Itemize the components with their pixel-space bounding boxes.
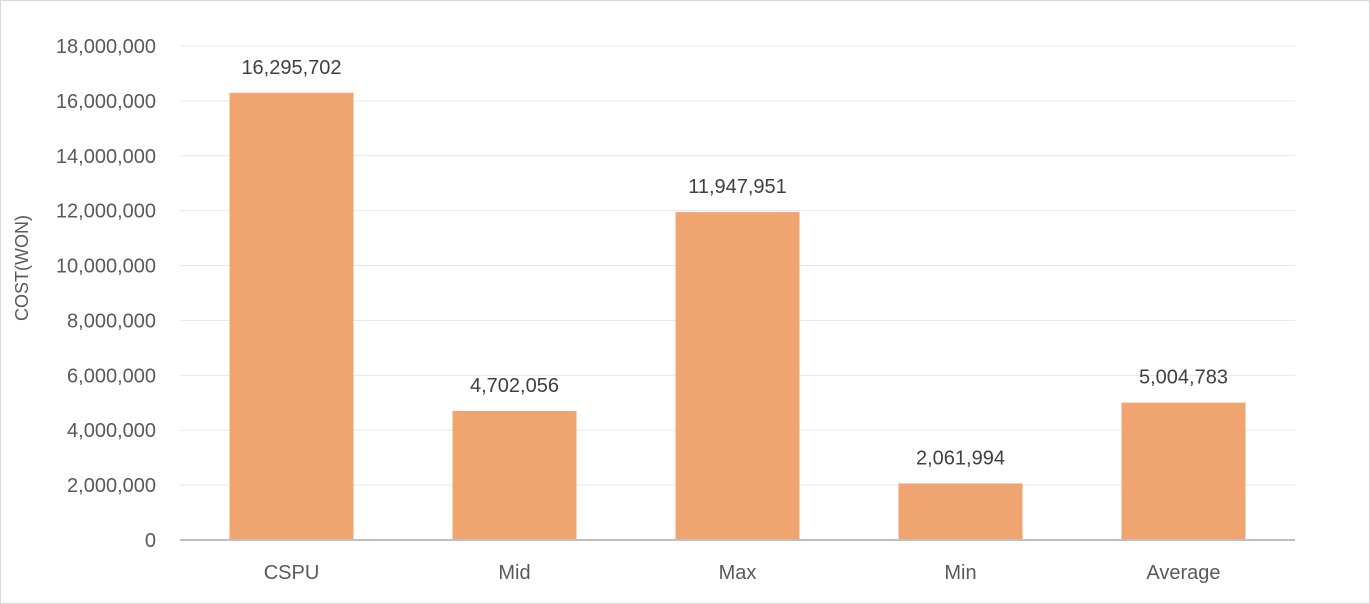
data-label: 4,702,056 [470,375,559,397]
bar-max [675,212,800,540]
x-tick-label: CSPU [264,562,320,584]
y-tick-label: 14,000,000 [56,146,156,168]
x-tick-label: Mid [498,562,530,584]
x-tick-label: Min [944,562,976,584]
bars [229,92,1246,541]
y-axis-label: COST(WON) [12,215,32,321]
y-tick-label: 8,000,000 [67,310,156,332]
y-tick-labels: 0 2,000,000 4,000,000 6,000,000 8,000,000 10,… [56,36,156,552]
bar-average [1121,402,1246,540]
bar-mid [452,410,577,540]
y-tick-label: 16,000,000 [56,91,156,113]
data-labels: 16,295,702 4,702,056 11,947,951 2,061,994 5,… [241,57,1228,470]
y-tick-label: 2,000,000 [67,475,156,497]
y-tick-label: 6,000,000 [67,365,156,387]
data-label: 5,004,783 [1139,367,1228,389]
bar-min [898,483,1023,540]
y-tick-label: 0 [145,530,156,552]
x-tick-labels: CSPU Mid Max Min Average [264,562,1221,584]
data-label: 16,295,702 [241,57,341,79]
y-tick-label: 10,000,000 [56,256,156,278]
y-tick-label: 12,000,000 [56,201,156,223]
x-tick-label: Average [1146,562,1220,584]
y-tick-label: 18,000,000 [56,36,156,58]
data-label: 2,061,994 [916,447,1005,469]
x-tick-label: Max [719,562,757,584]
gridlines [180,45,1295,486]
y-tick-label: 4,000,000 [67,420,156,442]
data-label: 11,947,951 [688,176,787,198]
bar-cspu [229,92,354,541]
